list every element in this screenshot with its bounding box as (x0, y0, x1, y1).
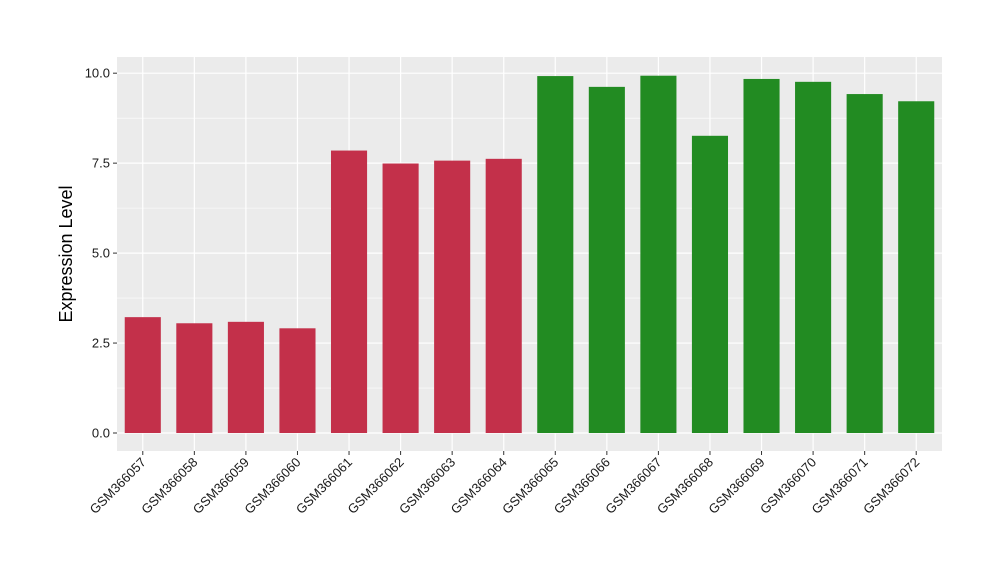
bar-GSM366062 (382, 163, 419, 434)
y-axis-title: Expression Level (56, 185, 76, 322)
x-axis-ticks: GSM366057GSM366058GSM366059GSM366060GSM3… (87, 451, 922, 517)
bar-GSM366072 (898, 101, 935, 434)
bar-GSM366067 (640, 75, 677, 434)
y-tick-label: 7.5 (92, 156, 110, 171)
bar-GSM366063 (434, 160, 471, 434)
bar-GSM366070 (795, 81, 832, 434)
bar-GSM366068 (691, 135, 729, 434)
y-tick-label: 0.0 (92, 426, 110, 441)
bar-GSM366061 (330, 150, 368, 434)
bar-GSM366058 (176, 323, 213, 434)
y-tick-label: 2.5 (92, 336, 110, 351)
bar-GSM366071 (846, 94, 883, 434)
bar-GSM366060 (279, 328, 316, 434)
bar-GSM366066 (588, 86, 625, 434)
y-axis-ticks: 0.0 2.5 5.0 7.5 10.0 (85, 66, 117, 441)
bar-GSM366057 (124, 317, 161, 434)
bar-GSM366069 (743, 78, 780, 434)
bar-GSM366059 (227, 321, 264, 434)
bar-GSM366065 (537, 76, 574, 434)
bars (124, 75, 935, 434)
y-tick-label: 5.0 (92, 246, 110, 261)
bar-GSM366064 (485, 158, 522, 434)
y-tick-label: 10.0 (85, 66, 110, 81)
